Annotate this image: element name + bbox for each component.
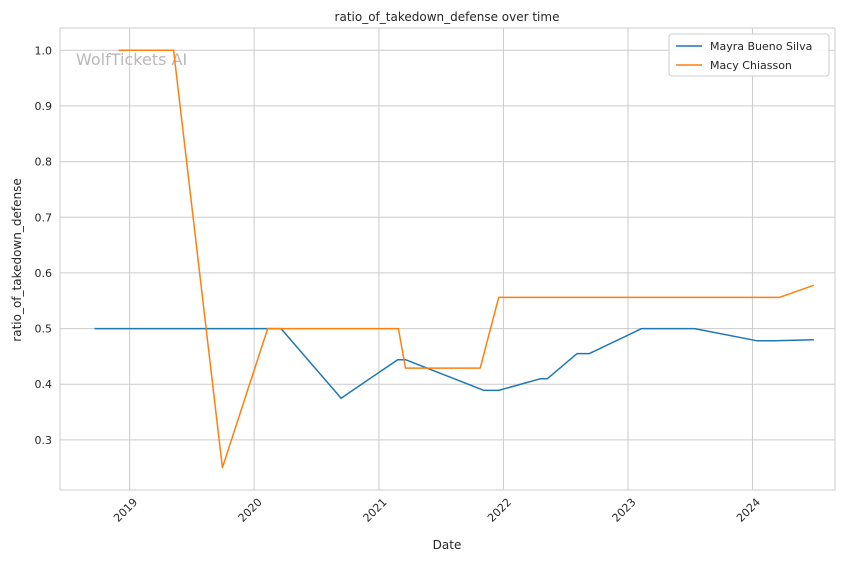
y-tick-label: 0.3 bbox=[35, 434, 53, 447]
x-axis-title: Date bbox=[433, 538, 462, 552]
series-line-macy-chiasson bbox=[118, 49, 815, 469]
watermark: WolfTickets AI bbox=[76, 50, 187, 69]
y-tick-label: 0.7 bbox=[35, 211, 53, 224]
legend-label-macy-chiasson: Macy Chiasson bbox=[710, 59, 792, 72]
plot-area bbox=[59, 27, 836, 491]
legend-box bbox=[668, 33, 830, 77]
y-tick-label: 0.5 bbox=[35, 323, 53, 336]
legend-label-mayra-bueno-silva: Mayra Bueno Silva bbox=[710, 40, 812, 53]
y-tick-label: 0.6 bbox=[35, 267, 53, 280]
y-axis-title: ratio_of_takedown_defense bbox=[10, 178, 24, 341]
series-layer bbox=[94, 49, 815, 469]
legend: Mayra Bueno Silva Macy Chiasson bbox=[668, 33, 830, 77]
y-tick-label: 0.4 bbox=[35, 378, 53, 391]
chart-title: ratio_of_takedown_defense over time bbox=[335, 10, 560, 24]
y-axis-ticks: 0.3 0.4 0.5 0.6 0.7 0.8 0.9 1.0 bbox=[35, 44, 53, 447]
y-tick-label: 0.9 bbox=[35, 100, 53, 113]
y-tick-label: 1.0 bbox=[35, 44, 53, 57]
series-line-mayra-bueno-silva bbox=[94, 327, 814, 399]
y-tick-label: 0.8 bbox=[35, 156, 53, 169]
